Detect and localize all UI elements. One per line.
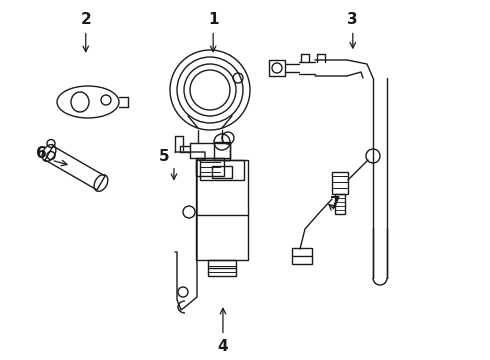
Text: 4: 4 bbox=[218, 339, 228, 354]
Text: 7: 7 bbox=[330, 196, 341, 211]
Bar bbox=[335, 194, 345, 214]
Text: 2: 2 bbox=[80, 12, 91, 27]
Text: 6: 6 bbox=[36, 145, 47, 161]
Bar bbox=[214, 142, 230, 160]
Bar bbox=[208, 260, 236, 276]
Bar bbox=[332, 172, 348, 194]
Bar bbox=[196, 158, 224, 176]
Text: 1: 1 bbox=[208, 12, 219, 27]
Text: 5: 5 bbox=[159, 149, 170, 164]
Bar bbox=[269, 60, 285, 76]
Bar bbox=[292, 248, 312, 264]
Bar bbox=[200, 160, 244, 180]
Bar bbox=[212, 166, 232, 178]
Text: 3: 3 bbox=[347, 12, 358, 27]
Bar bbox=[196, 160, 248, 260]
